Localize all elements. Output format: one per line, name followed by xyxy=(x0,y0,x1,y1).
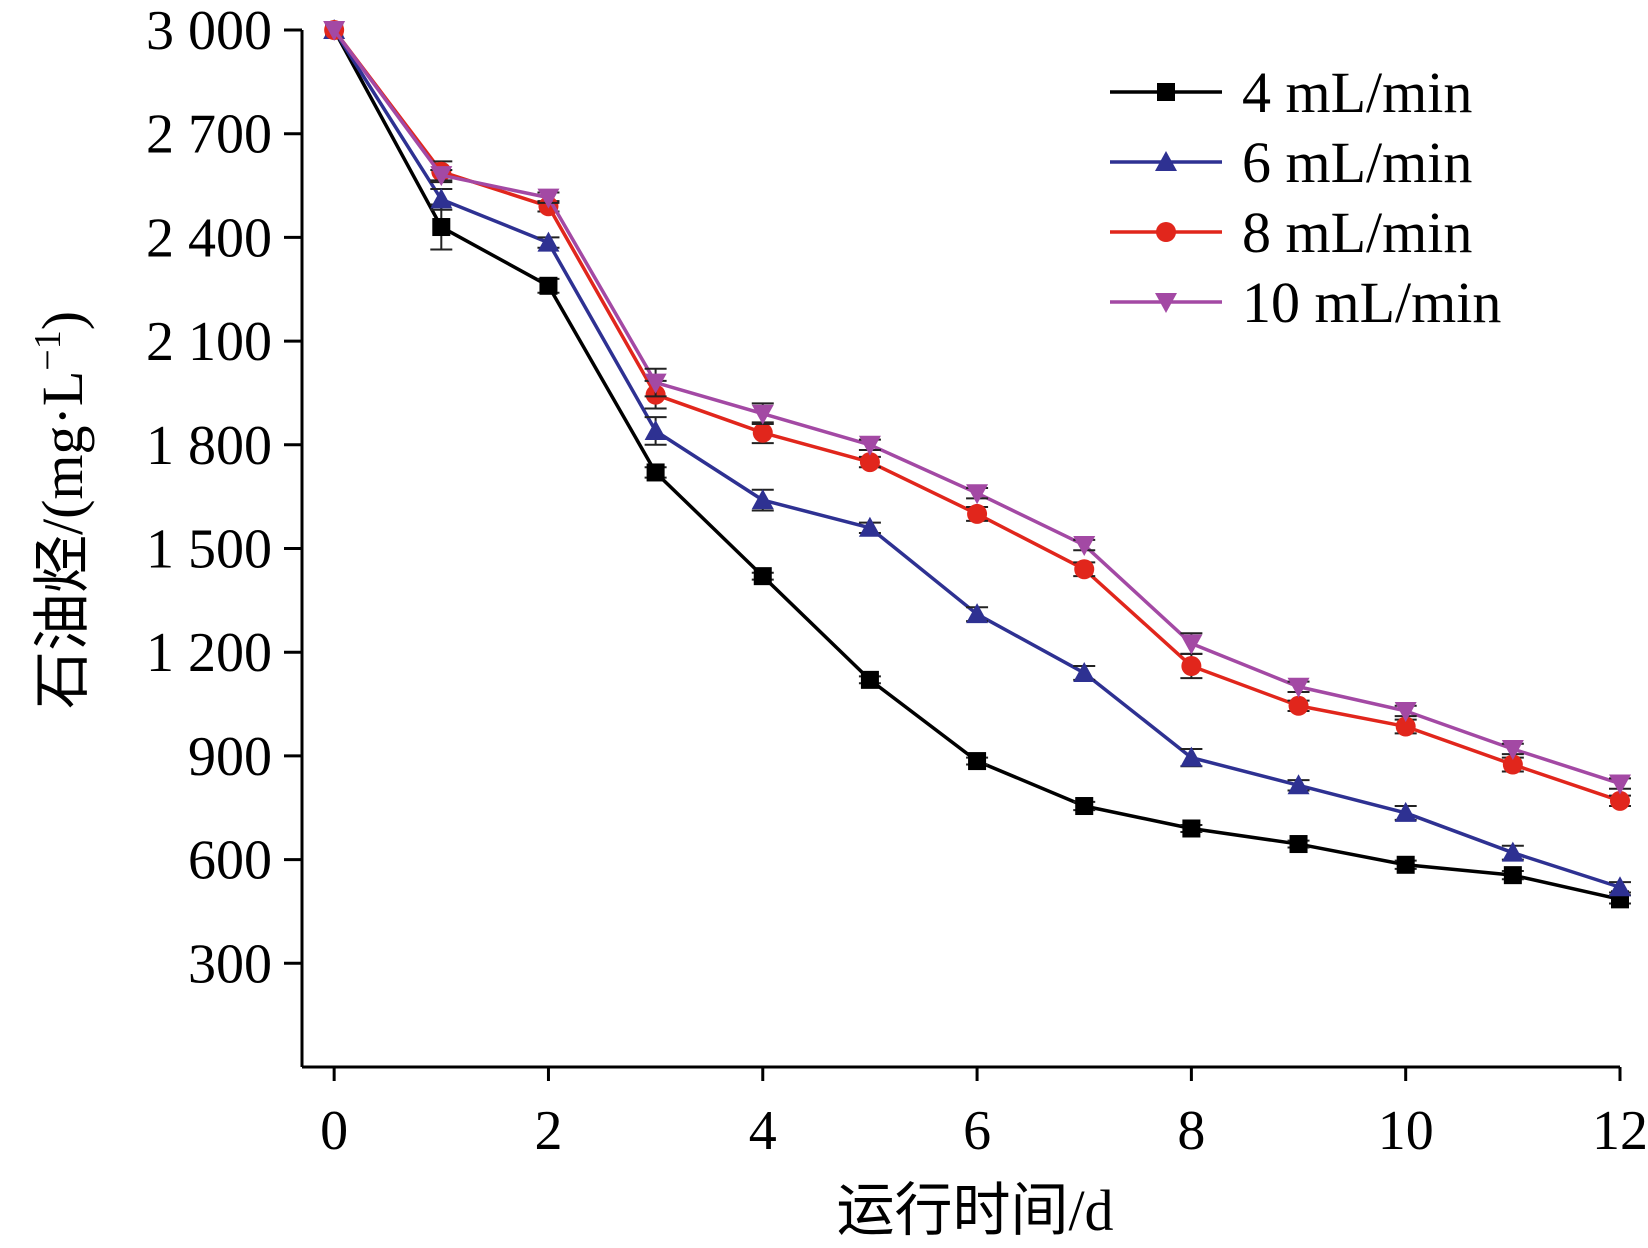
data-point xyxy=(858,435,881,456)
y-tick-label: 2 100 xyxy=(146,311,272,373)
legend-marker xyxy=(1156,222,1176,242)
data-point xyxy=(967,503,988,524)
legend-label: 6 mL/min xyxy=(1242,130,1472,195)
data-point xyxy=(1503,866,1522,885)
data-point xyxy=(751,489,774,510)
data-point xyxy=(1287,677,1310,698)
y-tick-label: 1 800 xyxy=(146,415,272,477)
data-point xyxy=(1502,754,1523,775)
data-point xyxy=(1501,841,1524,862)
x-tick-label: 0 xyxy=(320,1100,348,1162)
x-tick-label: 8 xyxy=(1177,1100,1205,1162)
data-point xyxy=(858,516,881,537)
data-point xyxy=(1180,634,1203,655)
legend-label: 10 mL/min xyxy=(1242,270,1501,335)
data-point xyxy=(1609,876,1631,897)
y-axis-title-suffix: ) xyxy=(30,311,95,330)
y-tick-label: 300 xyxy=(188,933,272,995)
y-axis-title-prefix: 石油烃/(mg·L xyxy=(30,371,95,709)
legend-marker xyxy=(1157,83,1175,101)
series-1 xyxy=(323,19,1631,897)
legend-item: 4 mL/min xyxy=(1110,60,1472,125)
data-point xyxy=(753,567,772,586)
axes: 0 2 4 6 8 10 12 300 600 900 1 200 1 500 1 800 2 100 2 … xyxy=(146,0,1648,1162)
data-point xyxy=(1181,656,1202,677)
data-point xyxy=(537,188,560,209)
data-point xyxy=(1287,774,1310,795)
data-point xyxy=(1609,774,1631,795)
data-point xyxy=(644,419,667,440)
data-point xyxy=(1180,746,1203,767)
legend-item: 10 mL/min xyxy=(1110,270,1501,335)
x-tick-label: 4 xyxy=(749,1100,777,1162)
data-point xyxy=(1075,797,1094,816)
y-tick-label: 2 400 xyxy=(146,207,272,269)
y-axis-title-superscript: −1 xyxy=(27,330,69,370)
x-tick-label: 10 xyxy=(1378,1100,1434,1162)
legend-item: 6 mL/min xyxy=(1110,130,1472,195)
data-point xyxy=(1396,855,1415,874)
data-point xyxy=(1074,559,1095,580)
data-point xyxy=(1395,716,1416,737)
data-point xyxy=(966,603,989,624)
data-point xyxy=(860,670,879,689)
data-point xyxy=(1288,695,1309,716)
data-point xyxy=(1073,536,1096,557)
y-tick-label: 1 500 xyxy=(146,519,272,581)
legend-marker xyxy=(1155,151,1177,171)
data-point xyxy=(646,463,665,482)
legend-label: 4 mL/min xyxy=(1242,60,1472,125)
data-point xyxy=(644,373,667,394)
x-tick-label: 12 xyxy=(1592,1100,1648,1162)
data-point xyxy=(430,166,453,187)
y-tick-label: 2 700 xyxy=(146,104,272,166)
plot-series xyxy=(323,19,1631,909)
data-point xyxy=(859,452,880,473)
data-point xyxy=(1501,739,1524,760)
y-tick-label: 3 000 xyxy=(146,0,272,62)
legend-marker xyxy=(1155,293,1177,313)
x-axis-title: 运行时间/d xyxy=(836,1178,1113,1243)
data-point xyxy=(323,21,346,41)
y-axis-title: 石油烃/(mg·L−1) xyxy=(27,311,95,709)
y-tick-label: 900 xyxy=(188,726,272,788)
legend-item: 8 mL/min xyxy=(1110,200,1472,265)
data-point xyxy=(751,404,774,425)
y-tick-label: 1 200 xyxy=(146,622,272,684)
data-point xyxy=(537,231,560,252)
data-point xyxy=(432,218,451,237)
y-tick-label: 600 xyxy=(188,830,272,892)
data-point xyxy=(539,276,558,295)
x-tick-label: 2 xyxy=(534,1100,562,1162)
data-point xyxy=(430,188,453,209)
data-point xyxy=(1073,661,1096,682)
data-point xyxy=(1182,819,1201,838)
legend-label: 8 mL/min xyxy=(1242,200,1472,265)
data-point xyxy=(1610,790,1630,811)
data-point xyxy=(752,422,773,443)
series-3 xyxy=(323,21,1631,795)
data-point xyxy=(968,752,987,771)
data-point xyxy=(966,484,989,505)
data-point xyxy=(1394,801,1417,822)
data-point xyxy=(1394,701,1417,722)
x-tick-label: 6 xyxy=(963,1100,991,1162)
data-point xyxy=(1289,835,1308,854)
